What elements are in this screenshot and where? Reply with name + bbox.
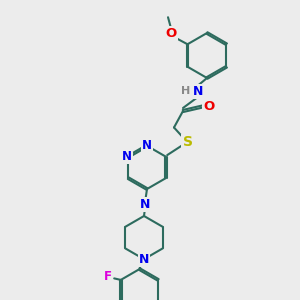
Text: N: N <box>139 253 149 266</box>
Text: S: S <box>182 135 193 149</box>
Text: O: O <box>203 100 215 113</box>
Text: N: N <box>193 85 203 98</box>
Text: F: F <box>104 270 112 284</box>
Text: H: H <box>182 86 190 97</box>
Text: N: N <box>122 150 132 163</box>
Text: N: N <box>140 198 151 211</box>
Text: O: O <box>165 27 177 40</box>
Text: N: N <box>142 139 152 152</box>
